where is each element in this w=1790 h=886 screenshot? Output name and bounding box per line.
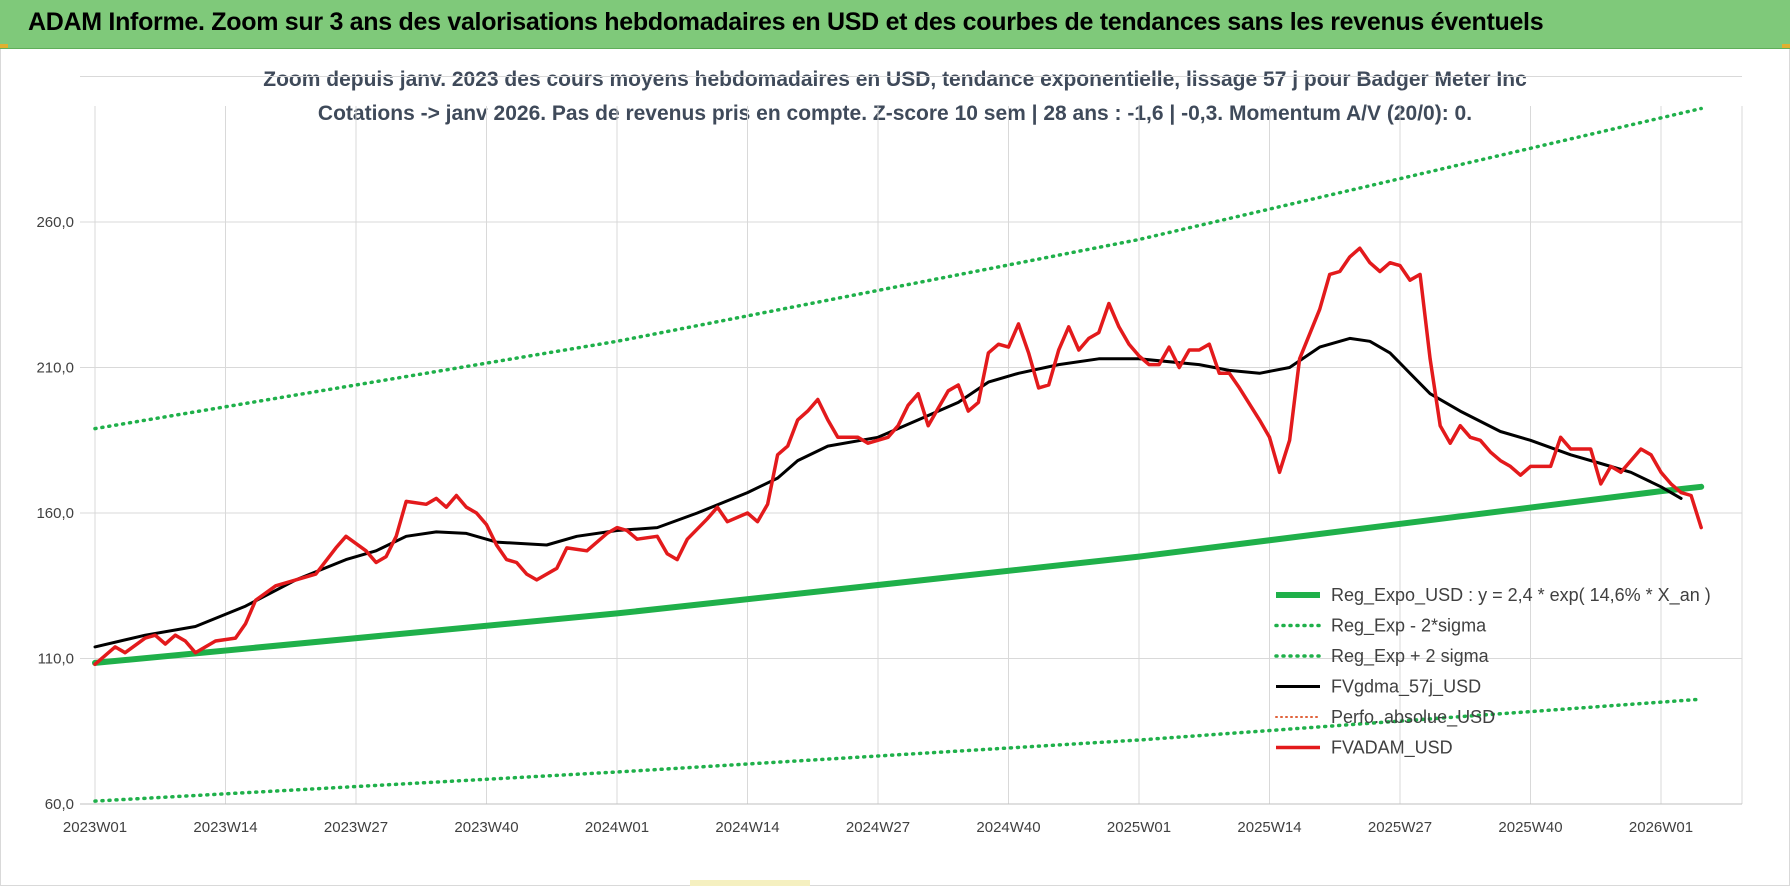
report-title: ADAM Informe. Zoom sur 3 ans des valoris… [28,8,1544,36]
y-tick-label: 60,0 [45,796,74,813]
series-line-reg-exp-2-sigma [93,106,1703,431]
x-tick-label: 2024W27 [846,819,910,836]
y-tick-label: 260,0 [36,214,74,231]
chart-title-line-1: Zoom depuis janv. 2023 des cours moyens … [263,68,1527,91]
series-layer [92,106,1705,803]
axis-layer: 60,0 110,0 160,0 210,0 260,0 2023W01 2023W14 20… [36,214,1742,836]
x-tick-label: 2025W27 [1368,819,1432,836]
x-tick-label: 2025W14 [1237,819,1301,836]
grid-layer [80,76,1743,805]
report-header: ADAM Informe. Zoom sur 3 ans des valoris… [0,0,1790,49]
legend-label: Reg_Exp - 2*sigma [1331,616,1487,637]
bottom-marker [690,880,810,886]
chart-title-line-2: Cotations -> janv 2026. Pas de revenus p… [318,102,1472,125]
y-tick-label: 210,0 [36,360,74,377]
x-tick-label: 2023W01 [63,819,127,836]
legend-label: FVgdma_57j_USD [1331,677,1481,698]
series-line-fvadam-usd [93,246,1703,667]
series-line-fvgdma-57j-usd [93,336,1683,649]
legend: Reg_Expo_USD : y = 2,4 * exp( 14,6% * X_… [1274,585,1711,759]
x-tick-label: 2024W40 [976,819,1040,836]
y-tick-label: 160,0 [36,505,74,522]
line-chart: Zoom depuis janv. 2023 des cours moyens … [36,68,1743,836]
x-tick-label: 2024W14 [715,819,779,836]
corner-marker-left [0,44,8,48]
legend-label: FVADAM_USD [1331,738,1453,759]
y-tick-label: 110,0 [38,651,74,668]
legend-label: Reg_Exp + 2 sigma [1331,646,1490,667]
x-tick-label: 2023W14 [193,819,257,836]
corner-marker-right [1782,44,1790,48]
x-tick-label: 2025W01 [1107,819,1171,836]
x-tick-label: 2025W40 [1498,819,1562,836]
x-tick-label: 2023W40 [454,819,518,836]
legend-label: Reg_Expo_USD : y = 2,4 * exp( 14,6% * X_… [1331,585,1711,606]
x-tick-label: 2024W01 [585,819,649,836]
series-line-reg-exp-2-sigma [93,697,1703,803]
x-tick-label: 2026W01 [1629,819,1693,836]
x-tick-label: 2023W27 [324,819,388,836]
legend-label: Perfo. absolue_USD [1331,707,1495,728]
series-line-reg-expo-usd-y-2-4-exp-14-6-x- [92,483,1705,666]
